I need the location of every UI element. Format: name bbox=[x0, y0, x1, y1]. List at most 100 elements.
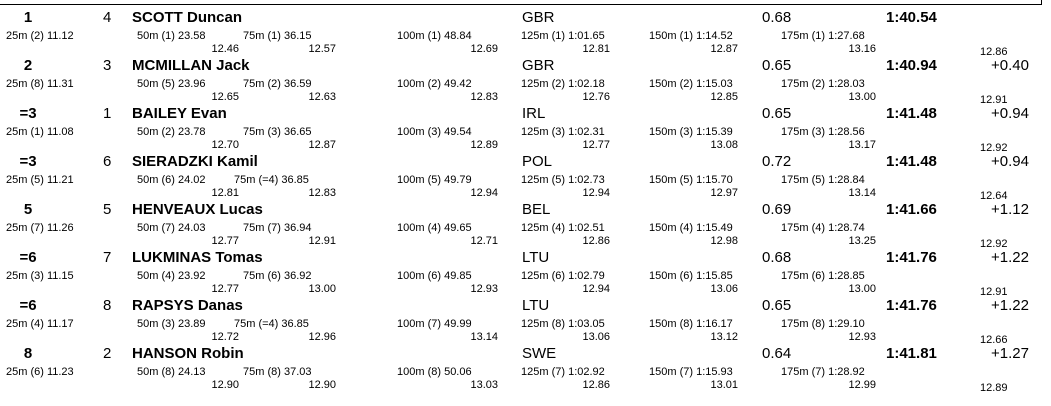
result-row: 1 4 SCOTT Duncan GBR 0.68 1:40.54 25m (2… bbox=[0, 7, 1051, 58]
nation: SWE bbox=[522, 345, 557, 362]
split-125m: 125m (5) 1:02.73 12.94 bbox=[521, 174, 610, 200]
split-lap: 12.57 bbox=[308, 43, 336, 55]
split-lap: 12.46 bbox=[211, 43, 239, 55]
time-behind: +0.94 bbox=[991, 153, 1029, 170]
split-lap: 13.00 bbox=[848, 91, 876, 103]
split-125m: 125m (8) 1:03.05 13.06 bbox=[521, 318, 610, 344]
time-behind: +1.12 bbox=[991, 201, 1029, 218]
split-150m: 150m (1) 1:14.52 12.87 bbox=[649, 30, 738, 56]
split-lap: 12.81 bbox=[582, 43, 610, 55]
rank: =6 bbox=[19, 249, 37, 266]
split-cumulative: 50m (4) 23.92 bbox=[137, 270, 206, 282]
rank: =3 bbox=[19, 105, 37, 122]
split-175m: 175m (1) 1:27.68 13.16 bbox=[781, 30, 876, 56]
final-time: 1:41.48 bbox=[886, 153, 937, 170]
split-cumulative: 150m (7) 1:15.93 bbox=[649, 366, 733, 378]
split-125m: 125m (7) 1:02.92 12.86 bbox=[521, 366, 610, 392]
split-150m: 150m (6) 1:15.85 13.06 bbox=[649, 270, 738, 296]
split-50m: 50m (1) 23.58 12.46 bbox=[137, 30, 239, 56]
split-cumulative: 50m (3) 23.89 bbox=[137, 318, 206, 330]
split-25m: 25m (1) 11.08 bbox=[6, 126, 74, 138]
split-lap: 12.77 bbox=[211, 283, 239, 295]
split-75m: 75m (8) 37.03 12.90 bbox=[243, 366, 336, 392]
reaction-time: 0.65 bbox=[762, 57, 792, 74]
athlete-name: BAILEY Evan bbox=[132, 105, 227, 122]
split-75m: 75m (2) 36.59 12.63 bbox=[243, 78, 336, 104]
split-175m: 175m (2) 1:28.03 13.00 bbox=[781, 78, 876, 104]
split-lap: 12.65 bbox=[211, 91, 239, 103]
split-50m: 50m (8) 24.13 12.90 bbox=[137, 366, 239, 392]
split-cumulative: 175m (2) 1:28.03 bbox=[781, 78, 865, 90]
split-cumulative: 50m (5) 23.96 bbox=[137, 78, 206, 90]
split-150m: 150m (2) 1:15.03 12.85 bbox=[649, 78, 738, 104]
split-lap: 12.69 bbox=[470, 43, 498, 55]
split-cumulative: 75m (=4) 36.85 bbox=[234, 318, 309, 330]
rank: 8 bbox=[23, 345, 33, 362]
rank: 5 bbox=[23, 201, 33, 218]
split-cumulative: 100m (4) 49.65 bbox=[397, 222, 472, 234]
split-lap: 12.63 bbox=[308, 91, 336, 103]
split-50m: 50m (7) 24.03 12.77 bbox=[137, 222, 239, 248]
split-125m: 125m (1) 1:01.65 12.81 bbox=[521, 30, 610, 56]
split-125m: 125m (3) 1:02.31 12.77 bbox=[521, 126, 610, 152]
nation: LTU bbox=[522, 249, 550, 266]
split-lap: 12.86 bbox=[582, 379, 610, 391]
split-cumulative: 50m (1) 23.58 bbox=[137, 30, 206, 42]
split-lap: 12.87 bbox=[308, 139, 336, 151]
rank: =6 bbox=[19, 297, 37, 314]
split-cumulative: 175m (4) 1:28.74 bbox=[781, 222, 865, 234]
result-row: =3 1 BAILEY Evan IRL 0.65 1:41.48 +0.94 … bbox=[0, 103, 1051, 154]
split-25m: 25m (7) 11.26 bbox=[6, 222, 74, 234]
split-cumulative: 50m (7) 24.03 bbox=[137, 222, 206, 234]
athlete-name: HENVEAUX Lucas bbox=[132, 201, 263, 218]
split-lap: 12.85 bbox=[710, 91, 738, 103]
split-cumulative: 150m (1) 1:14.52 bbox=[649, 30, 733, 42]
split-200m: 12.66 bbox=[980, 334, 1008, 346]
lane: 1 bbox=[103, 105, 112, 122]
split-cumulative: 175m (3) 1:28.56 bbox=[781, 126, 865, 138]
split-75m: 75m (7) 36.94 12.91 bbox=[243, 222, 336, 248]
rank: 2 bbox=[23, 57, 33, 74]
split-lap: 12.97 bbox=[710, 187, 738, 199]
split-cumulative: 125m (1) 1:01.65 bbox=[521, 30, 605, 42]
split-lap: 13.14 bbox=[848, 187, 876, 199]
result-row: 2 3 MCMILLAN Jack GBR 0.65 1:40.94 +0.40… bbox=[0, 55, 1051, 106]
result-row: =6 8 RAPSYS Danas LTU 0.65 1:41.76 +1.22… bbox=[0, 295, 1051, 346]
split-cumulative: 125m (7) 1:02.92 bbox=[521, 366, 605, 378]
split-25m: 25m (6) 11.23 bbox=[6, 366, 74, 378]
split-cumulative: 75m (2) 36.59 bbox=[243, 78, 312, 90]
split-lap: 12.98 bbox=[710, 235, 738, 247]
split-cumulative: 100m (2) 49.42 bbox=[397, 78, 472, 90]
split-lap: 13.03 bbox=[470, 379, 498, 391]
split-100m: 100m (1) 48.84 12.69 bbox=[397, 30, 498, 56]
athlete-name: SCOTT Duncan bbox=[132, 9, 243, 26]
athlete-name: LUKMINAS Tomas bbox=[132, 249, 263, 266]
split-cumulative: 50m (6) 24.02 bbox=[137, 174, 206, 186]
split-lap: 12.94 bbox=[470, 187, 498, 199]
athlete-name: MCMILLAN Jack bbox=[132, 57, 250, 74]
split-cumulative: 75m (3) 36.65 bbox=[243, 126, 312, 138]
rank: =3 bbox=[19, 153, 37, 170]
split-lap: 12.93 bbox=[848, 331, 876, 343]
split-100m: 100m (2) 49.42 12.83 bbox=[397, 78, 498, 104]
split-lap: 12.93 bbox=[470, 283, 498, 295]
final-time: 1:41.48 bbox=[886, 105, 937, 122]
split-25m: 25m (8) 11.31 bbox=[6, 78, 74, 90]
split-cumulative: 125m (4) 1:02.51 bbox=[521, 222, 605, 234]
split-25m: 25m (5) 11.21 bbox=[6, 174, 74, 186]
split-150m: 150m (5) 1:15.70 12.97 bbox=[649, 174, 738, 200]
split-lap: 13.25 bbox=[848, 235, 876, 247]
nation: LTU bbox=[522, 297, 550, 314]
time-behind: +1.22 bbox=[991, 297, 1029, 314]
split-lap: 13.14 bbox=[470, 331, 498, 343]
split-75m: 75m (=4) 36.85 12.96 bbox=[234, 318, 336, 344]
split-lap: 13.00 bbox=[308, 283, 336, 295]
split-lap: 13.06 bbox=[582, 331, 610, 343]
split-cumulative: 150m (2) 1:15.03 bbox=[649, 78, 733, 90]
time-behind: +0.40 bbox=[991, 57, 1029, 74]
split-lap: 12.90 bbox=[308, 379, 336, 391]
split-lap: 12.86 bbox=[582, 235, 610, 247]
split-175m: 175m (4) 1:28.74 13.25 bbox=[781, 222, 876, 248]
rank: 1 bbox=[23, 9, 33, 26]
